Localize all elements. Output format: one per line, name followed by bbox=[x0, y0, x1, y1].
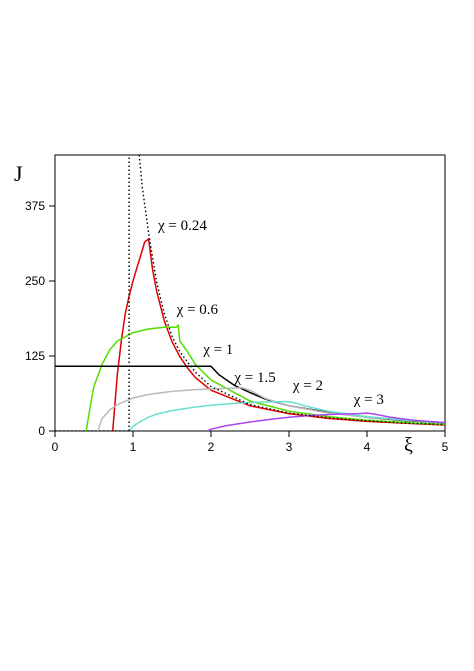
series-line-5 bbox=[206, 412, 445, 431]
plot-frame bbox=[54, 154, 446, 432]
y-axis-title: J bbox=[14, 161, 23, 186]
y-tick-label: 375 bbox=[25, 199, 45, 213]
curve-annotation: χ = 1 bbox=[202, 342, 233, 358]
series-line-3 bbox=[97, 387, 445, 431]
x-tick-label: 2 bbox=[208, 440, 215, 454]
x-axis-title: ξ bbox=[404, 434, 413, 456]
x-tick-label: 3 bbox=[286, 440, 293, 454]
curve-annotation: χ = 0.24 bbox=[157, 218, 207, 234]
curve-annotation: χ = 2 bbox=[292, 378, 323, 394]
curve-annotation: χ = 3 bbox=[353, 392, 384, 408]
y-tick-label: 125 bbox=[25, 349, 45, 363]
x-tick-label: 0 bbox=[52, 440, 59, 454]
x-tick-label: 5 bbox=[442, 440, 449, 454]
x-tick-label: 1 bbox=[130, 440, 137, 454]
curve-annotation: χ = 1.5 bbox=[233, 370, 275, 386]
y-tick-label: 0 bbox=[38, 424, 45, 438]
curve-annotation: χ = 0.6 bbox=[176, 302, 219, 318]
y-tick-label: 250 bbox=[25, 274, 45, 288]
x-tick-label: 4 bbox=[364, 440, 371, 454]
series-line-4 bbox=[128, 400, 445, 431]
series-line-6 bbox=[138, 155, 445, 426]
